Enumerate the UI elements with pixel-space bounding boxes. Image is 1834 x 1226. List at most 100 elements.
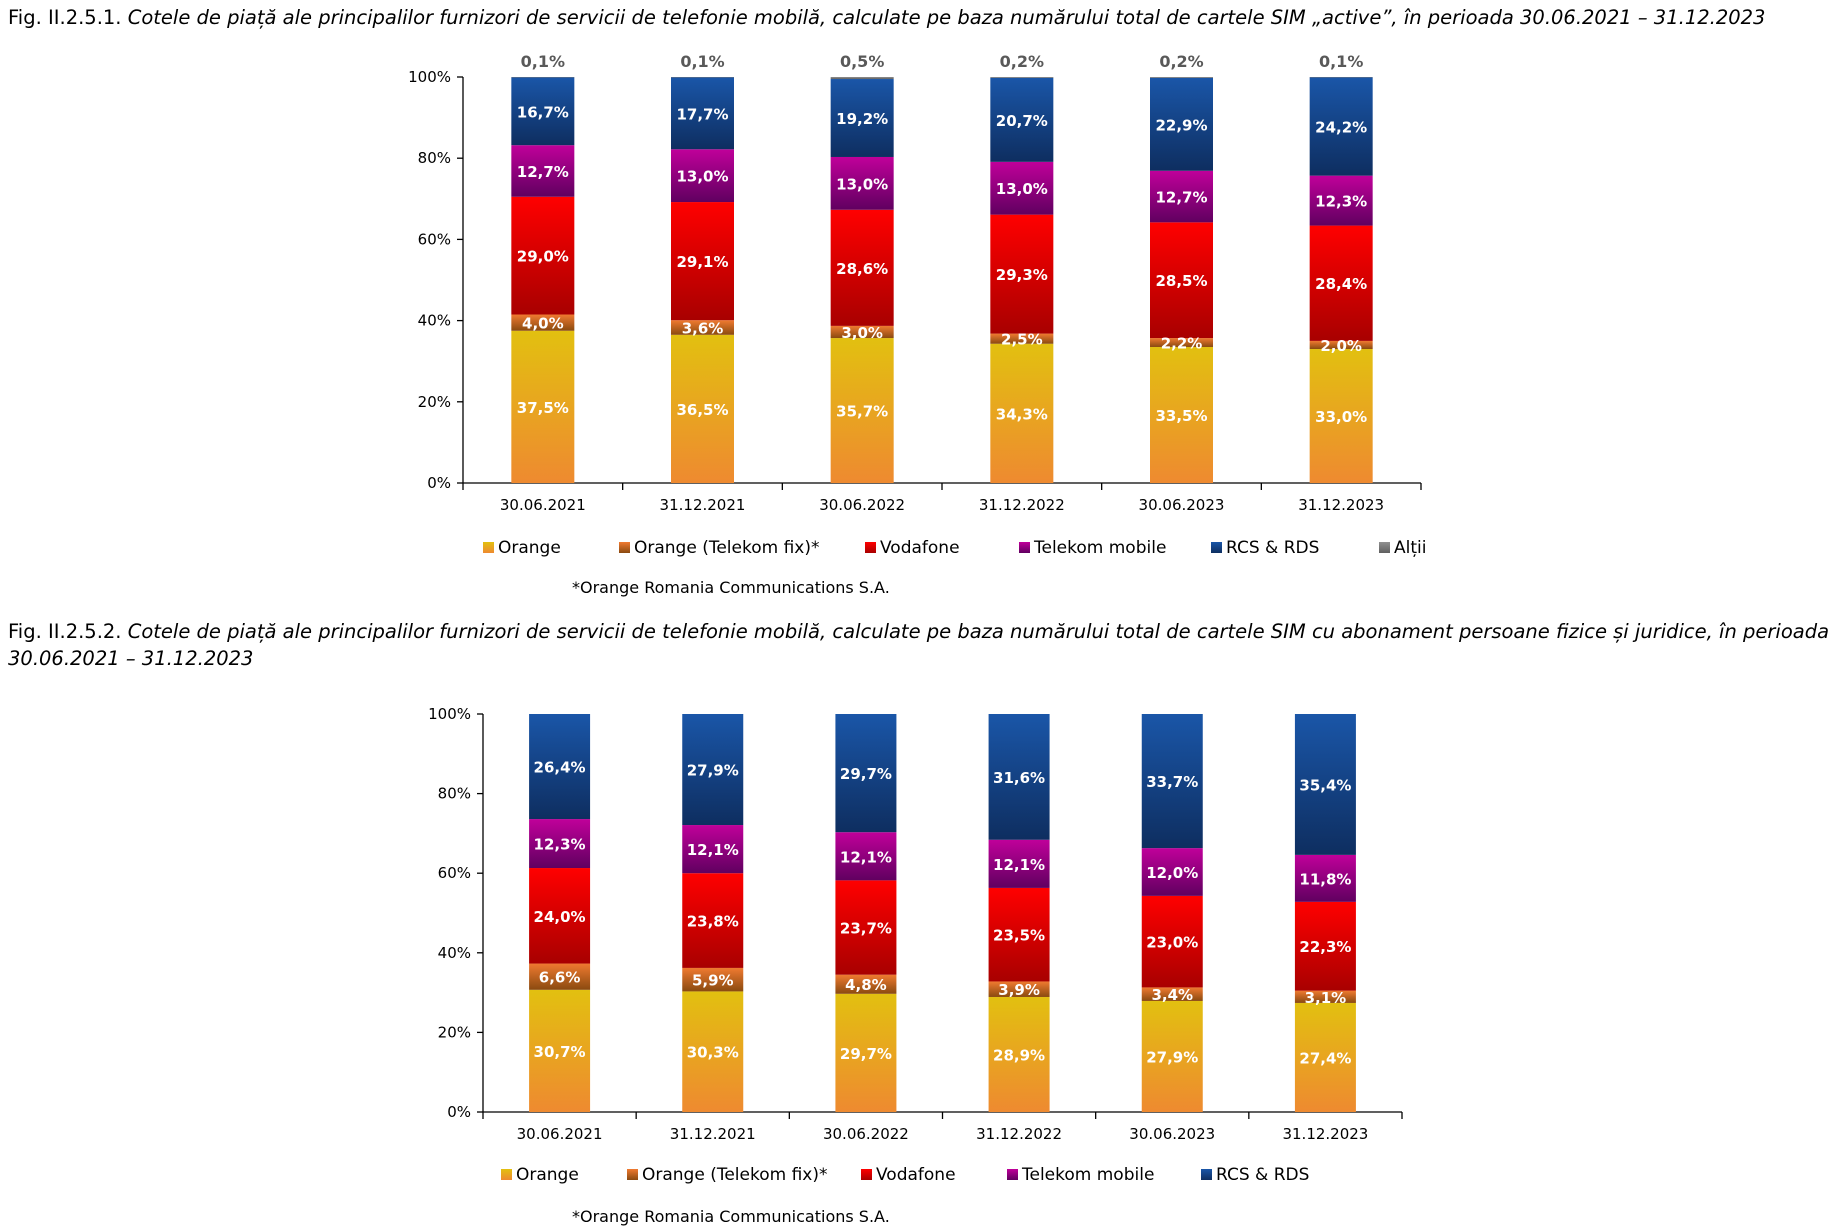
bar-segment-al-ii	[511, 77, 575, 78]
y-tick-label: 40%	[418, 312, 451, 330]
bar-segment-orange	[511, 330, 575, 483]
bar-segment-orange	[682, 991, 744, 1112]
bar-segment-orange	[671, 334, 734, 483]
bar-segment-orange-telekom-fix	[671, 320, 734, 335]
figure-1-caption: Fig. II.2.5.1. Cotele de piață ale princ…	[8, 4, 1765, 31]
data-label-orange-telekom-fix: 2,5%	[1001, 331, 1043, 349]
legend-item-al-ii: Alții	[1379, 538, 1426, 558]
data-label-rcs-rds: 26,4%	[534, 759, 586, 777]
bar-segment-vodafone	[988, 887, 1050, 982]
bar-segment-telekom-mobile	[529, 819, 591, 869]
bar-segment-orange-telekom-fix	[988, 981, 1050, 997]
data-label-vodafone: 23,7%	[840, 920, 892, 938]
data-label-vodafone: 23,5%	[993, 927, 1045, 945]
data-label-orange-telekom-fix: 3,1%	[1305, 989, 1347, 1007]
x-category-label: 30.06.2021	[500, 496, 586, 514]
data-label-orange: 28,9%	[993, 1046, 1045, 1064]
bar-segment-orange-telekom-fix	[682, 967, 744, 992]
bar-segment-orange	[990, 343, 1054, 483]
bar-segment-al-ii	[1309, 77, 1373, 78]
figure-2-title: Cotele de piață ale principalilor furniz…	[8, 620, 1830, 670]
x-category-label: 31.12.2022	[976, 1125, 1062, 1143]
bar-segment-telekom-mobile	[1294, 854, 1356, 902]
y-tick-label: 0%	[427, 474, 451, 492]
bar-segment-telekom-mobile	[990, 161, 1054, 215]
y-tick-label: 20%	[418, 393, 451, 411]
bar-segment-rcs-rds	[990, 77, 1054, 162]
bar-segment-rcs-rds	[682, 714, 744, 826]
data-label-orange: 36,5%	[676, 401, 728, 419]
data-label-telekom-mobile: 13,0%	[676, 168, 728, 186]
footnote: *Orange Romania Communications S.A.	[572, 1207, 890, 1226]
data-label-rcs-rds: 20,7%	[996, 112, 1048, 130]
data-label-al-ii: 0,2%	[1000, 52, 1044, 71]
legend-item-orange: Orange	[483, 538, 561, 558]
bar-segment-orange	[1150, 346, 1213, 483]
y-tick-label: 0%	[447, 1103, 471, 1121]
data-label-orange-telekom-fix: 2,2%	[1161, 335, 1203, 353]
legend-label: Telekom mobile	[1021, 1165, 1154, 1185]
legend-swatch-vodafone	[865, 542, 876, 553]
data-label-al-ii: 0,2%	[1159, 52, 1203, 71]
data-label-rcs-rds: 29,7%	[840, 765, 892, 783]
legend-label: Vodafone	[876, 1165, 956, 1185]
bar-segment-telekom-mobile	[1150, 170, 1213, 223]
figure-1-label: Fig. II.2.5.1.	[8, 6, 122, 29]
bar-segment-al-ii	[671, 77, 734, 78]
bar-segment-rcs-rds	[511, 77, 575, 146]
legend-item-vodafone: Vodafone	[865, 538, 960, 558]
x-category-label: 30.06.2023	[1139, 496, 1225, 514]
data-label-telekom-mobile: 12,7%	[1155, 189, 1207, 207]
bar-segment-telekom-mobile	[830, 156, 894, 210]
bar-segment-orange-telekom-fix	[1294, 990, 1356, 1003]
legend-item-orange-telekom-fix: Orange (Telekom fix)*	[619, 538, 820, 558]
data-label-orange-telekom-fix: 3,6%	[682, 320, 724, 338]
legend-item-orange-telekom-fix: Orange (Telekom fix)*	[627, 1165, 828, 1185]
bar-segment-telekom-mobile	[1309, 175, 1373, 226]
legend-label: Alții	[1394, 538, 1426, 558]
data-label-vodafone: 28,6%	[836, 260, 888, 278]
legend-swatch-orange-telekom-fix	[619, 542, 630, 553]
bar-segment-vodafone	[1150, 222, 1213, 339]
data-label-vodafone: 23,8%	[687, 913, 739, 931]
x-category-label: 31.12.2022	[979, 496, 1065, 514]
bar-segment-orange-telekom-fix	[1150, 338, 1213, 347]
x-category-label: 30.06.2023	[1129, 1125, 1215, 1143]
legend-swatch-orange	[483, 542, 494, 553]
chart-2-legend: Orange Orange (Telekom fix)* Vodafone Telek…	[501, 1165, 1309, 1226]
y-tick-label: 80%	[438, 785, 471, 803]
data-label-telekom-mobile: 12,1%	[687, 841, 739, 859]
bar-segment-al-ii	[990, 77, 1054, 78]
data-label-orange: 29,7%	[840, 1045, 892, 1063]
data-label-orange: 35,7%	[836, 403, 888, 421]
bar-segment-vodafone	[1309, 225, 1373, 341]
data-label-vodafone: 24,0%	[534, 908, 586, 926]
data-label-orange: 30,7%	[534, 1043, 586, 1061]
legend-label: RCS & RDS	[1226, 538, 1319, 558]
y-tick-label: 40%	[438, 944, 471, 962]
data-label-telekom-mobile: 12,3%	[534, 836, 586, 854]
bar-segment-rcs-rds	[1309, 77, 1373, 176]
data-label-orange-telekom-fix: 2,0%	[1320, 337, 1362, 355]
x-category-label: 31.12.2021	[670, 1125, 756, 1143]
y-tick-label: 80%	[418, 149, 451, 167]
legend-swatch-telekom-mobile	[1007, 1169, 1018, 1180]
legend-swatch-al-ii	[1379, 542, 1390, 553]
chart-1-bars	[511, 77, 1373, 483]
bar-segment-orange	[1294, 1002, 1356, 1112]
data-label-al-ii: 0,5%	[840, 52, 884, 71]
legend-label: Telekom mobile	[1033, 538, 1166, 558]
chart-1-legend: Orange Orange (Telekom fix)* Vodafone Telek…	[483, 538, 1426, 597]
bar-segment-orange-telekom-fix	[830, 325, 894, 339]
data-label-telekom-mobile: 12,1%	[993, 856, 1045, 874]
bar-segment-rcs-rds	[1150, 77, 1213, 171]
legend-swatch-orange	[501, 1169, 512, 1180]
bar-segment-orange-telekom-fix	[835, 974, 897, 994]
bar-segment-vodafone	[990, 214, 1054, 334]
x-category-label: 30.06.2022	[819, 496, 905, 514]
chart-1-axes: 0% 20% 40% 60% 80% 100% 30.06.2021 31.12.2021 30…	[408, 68, 1422, 514]
legend-label: Vodafone	[880, 538, 960, 558]
bar-segment-rcs-rds	[1294, 714, 1356, 855]
chart-1-data-labels: 37,5% 4,0% 29,0% 12,7% 16,7% 0,1% 36,5% 3,6% 29,…	[517, 52, 1367, 426]
data-label-vodafone: 23,0%	[1146, 934, 1198, 952]
